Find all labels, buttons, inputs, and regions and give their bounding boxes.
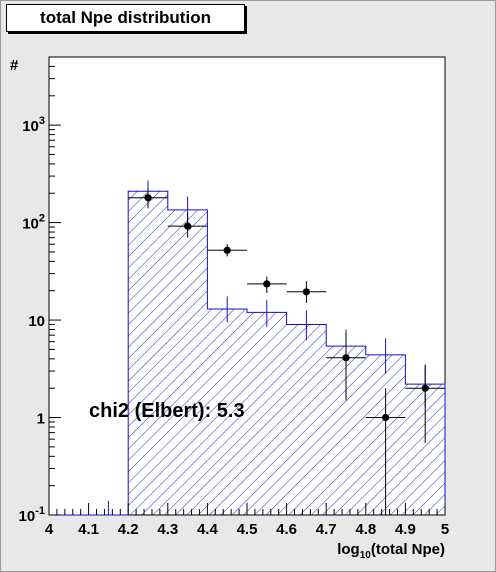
x-tick-label: 4.9 [395,521,416,538]
histogram-bar [207,308,247,515]
chi2-annotation: chi2 (Elbert): 5.3 [89,400,245,422]
x-tick-label: 4.6 [276,521,297,538]
x-tick-label: 4.7 [316,521,337,538]
x-tick-label: 4.1 [78,521,99,538]
data-point [223,246,231,254]
y-tick-label: 1 [37,411,45,428]
histogram-bar [167,209,208,516]
data-point [184,222,192,230]
data-point [144,194,152,202]
x-axis-label: log10(total Npe) [337,541,445,561]
histogram-bar [247,312,287,515]
data-point [302,288,310,296]
x-tick-label: 5 [441,521,449,538]
data-point [421,384,429,392]
y-tick-label: 10 [28,313,45,330]
y-tick-label: 103 [22,115,45,135]
y-axis-label: # [10,57,19,74]
chart-title: total Npe distribution [6,4,245,32]
x-tick-label: 4.8 [355,521,376,538]
x-tick-label: 4 [45,521,54,538]
x-tick-label: 4.5 [237,521,258,538]
data-point [263,280,271,288]
y-tick-label: 10-1 [19,505,45,525]
data-point [342,354,350,362]
data-point [382,413,390,422]
x-tick-label: 4.2 [118,521,139,538]
x-tick-label: 4.3 [157,521,178,538]
x-tick-label: 4.4 [197,521,219,538]
histogram-bar [286,324,327,515]
histogram-bar [128,191,168,515]
y-tick-label: 102 [22,213,45,233]
